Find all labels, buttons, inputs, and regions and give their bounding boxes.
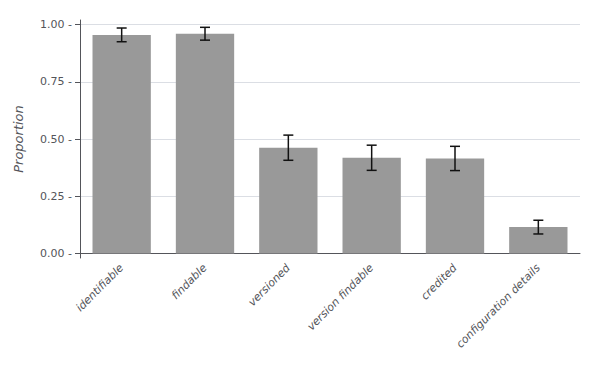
svg-text:versioned: versioned (246, 261, 294, 309)
svg-text:findable: findable (169, 261, 210, 302)
svg-text:credited: credited (418, 261, 460, 303)
svg-text:0.25 -: 0.25 - (40, 190, 72, 203)
svg-text:version findable: version findable (305, 261, 377, 333)
svg-text:0.75 -: 0.75 - (40, 75, 72, 88)
svg-text:Proportion: Proportion (11, 105, 26, 173)
svg-text:0.50 -: 0.50 - (40, 133, 72, 146)
svg-text:identifiable: identifiable (73, 261, 126, 314)
svg-text:1.00 -: 1.00 - (40, 18, 72, 31)
svg-text:0.00 -: 0.00 - (40, 247, 72, 260)
svg-text:configuration details: configuration details (454, 261, 543, 350)
